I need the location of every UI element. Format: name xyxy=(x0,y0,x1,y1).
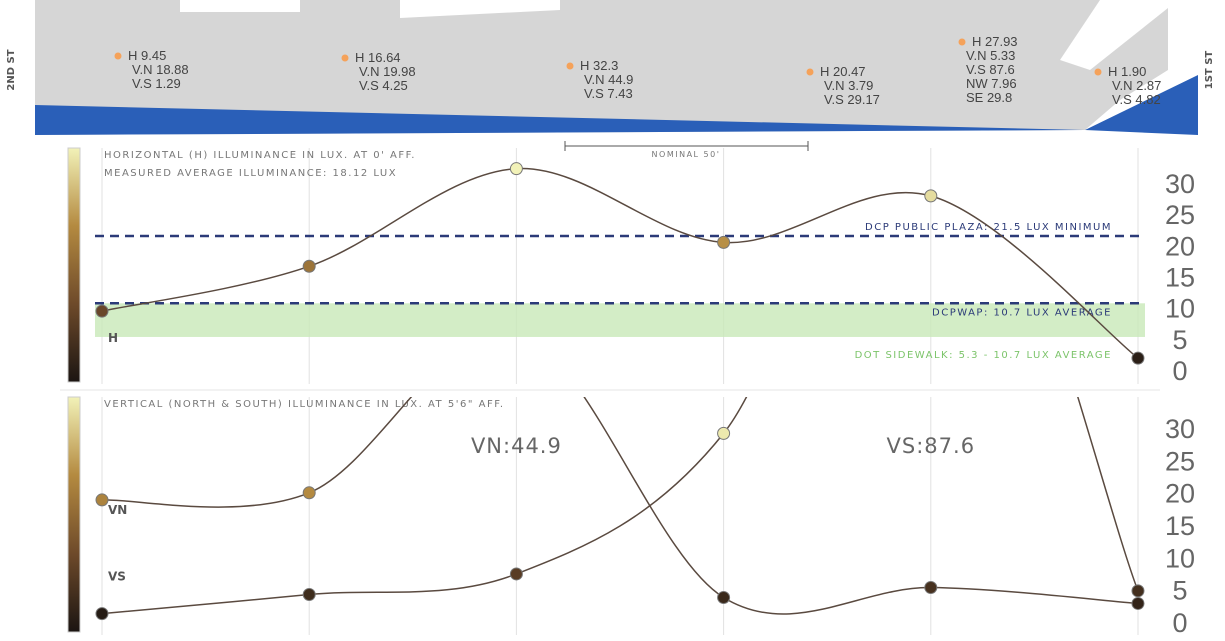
reference-label: DCPWAP: 10.7 LUX AVERAGE xyxy=(932,307,1112,318)
data-point xyxy=(95,607,109,621)
data-point xyxy=(509,162,523,176)
data-point xyxy=(302,486,316,500)
y-tick-label: 5 xyxy=(1172,576,1187,606)
map-dot xyxy=(341,54,349,62)
map-reading: V.N 18.88 xyxy=(132,62,189,77)
series-line xyxy=(101,397,1139,615)
map-dot xyxy=(1094,68,1102,76)
map-reading: V.S 29.17 xyxy=(824,92,880,107)
data-point xyxy=(924,189,938,203)
band xyxy=(95,303,1145,337)
map-reading: V.S 7.43 xyxy=(584,86,633,101)
data-point xyxy=(95,304,109,318)
data-point xyxy=(1131,351,1145,365)
map-reading: H 32.3 xyxy=(580,58,618,73)
gap xyxy=(1060,0,1168,70)
road xyxy=(1085,75,1198,135)
y-tick-label: 25 xyxy=(1165,446,1195,476)
y-tick-label: 20 xyxy=(1165,231,1195,261)
block xyxy=(35,0,1168,135)
map-reading: V.N 19.98 xyxy=(359,64,416,79)
reference-label: DCP PUBLIC PLAZA: 21.5 LUX MINIMUM xyxy=(865,222,1112,233)
value-label: VN:44.9 xyxy=(471,434,562,458)
map-reading: H 16.64 xyxy=(355,50,401,65)
map-reading: V.S 1.29 xyxy=(132,76,181,91)
map-reading: V.S 4.82 xyxy=(1112,92,1161,107)
y-tick-label: 30 xyxy=(1165,169,1195,199)
map-reading: V.N 5.33 xyxy=(966,48,1015,63)
plot xyxy=(95,397,1145,621)
data-point xyxy=(717,426,731,440)
data-point xyxy=(717,590,731,604)
value-label: VS:87.6 xyxy=(887,434,976,458)
map-reading: H 20.47 xyxy=(820,64,866,79)
y-tick-label: 15 xyxy=(1165,263,1195,293)
map-reading: H 9.45 xyxy=(128,48,166,63)
y-tick-label: 5 xyxy=(1172,325,1187,355)
chart-title: HORIZONTAL (H) ILLUMINANCE IN LUX. AT 0'… xyxy=(104,150,416,161)
chart-subtitle: MEASURED AVERAGE ILLUMINANCE: 18.12 LUX xyxy=(104,168,397,179)
data-point xyxy=(509,567,523,581)
map-dot xyxy=(114,52,122,60)
series-line xyxy=(101,167,1139,359)
road xyxy=(35,105,1085,135)
street-label: 1ST ST xyxy=(1204,51,1215,90)
data-point xyxy=(1131,584,1145,598)
scale-label: NOMINAL 50' xyxy=(652,150,721,159)
data-point xyxy=(717,235,731,249)
map-dot xyxy=(958,38,966,46)
street-label: 2ND ST xyxy=(6,49,17,90)
chart-title: VERTICAL (NORTH & SOUTH) ILLUMINANCE IN … xyxy=(104,399,505,410)
series-label: VN xyxy=(108,503,127,517)
map-reading: V.S 4.25 xyxy=(359,78,408,93)
series-label: VS xyxy=(108,570,126,584)
y-tick-label: 15 xyxy=(1165,511,1195,541)
map-reading: V.N 44.9 xyxy=(584,72,633,87)
map-dot xyxy=(806,68,814,76)
colorbar xyxy=(67,396,81,633)
data-point xyxy=(1131,596,1145,610)
data-point xyxy=(302,588,316,602)
data-point xyxy=(924,581,938,595)
series-label: H xyxy=(108,331,118,345)
y-tick-label: 10 xyxy=(1165,543,1195,573)
map-strip: 2ND ST 1ST ST NOMINAL 50' xyxy=(6,0,1215,159)
gap xyxy=(400,0,560,18)
y-tick-label: 20 xyxy=(1165,479,1195,509)
y-tick-label: 0 xyxy=(1172,608,1187,638)
map-reading: V.S 87.6 xyxy=(966,62,1015,77)
map-reading: V.N 3.79 xyxy=(824,78,873,93)
map-dot xyxy=(566,62,574,70)
colorbar xyxy=(67,147,81,383)
plot xyxy=(95,162,1145,365)
data-point xyxy=(95,493,109,507)
map-reading: NW 7.96 xyxy=(966,76,1017,91)
map-reading: H 1.90 xyxy=(1108,64,1146,79)
gap xyxy=(180,0,300,12)
map-reading: V.N 2.87 xyxy=(1112,78,1161,93)
band-label: DOT SIDEWALK: 5.3 - 10.7 LUX AVERAGE xyxy=(855,350,1112,361)
y-tick-label: 25 xyxy=(1165,200,1195,230)
data-point xyxy=(302,259,316,273)
map-reading: H 27.93 xyxy=(972,34,1018,49)
y-tick-label: 10 xyxy=(1165,294,1195,324)
y-tick-label: 30 xyxy=(1165,414,1195,444)
map-reading: SE 29.8 xyxy=(966,90,1012,105)
y-tick-label: 0 xyxy=(1172,356,1187,386)
